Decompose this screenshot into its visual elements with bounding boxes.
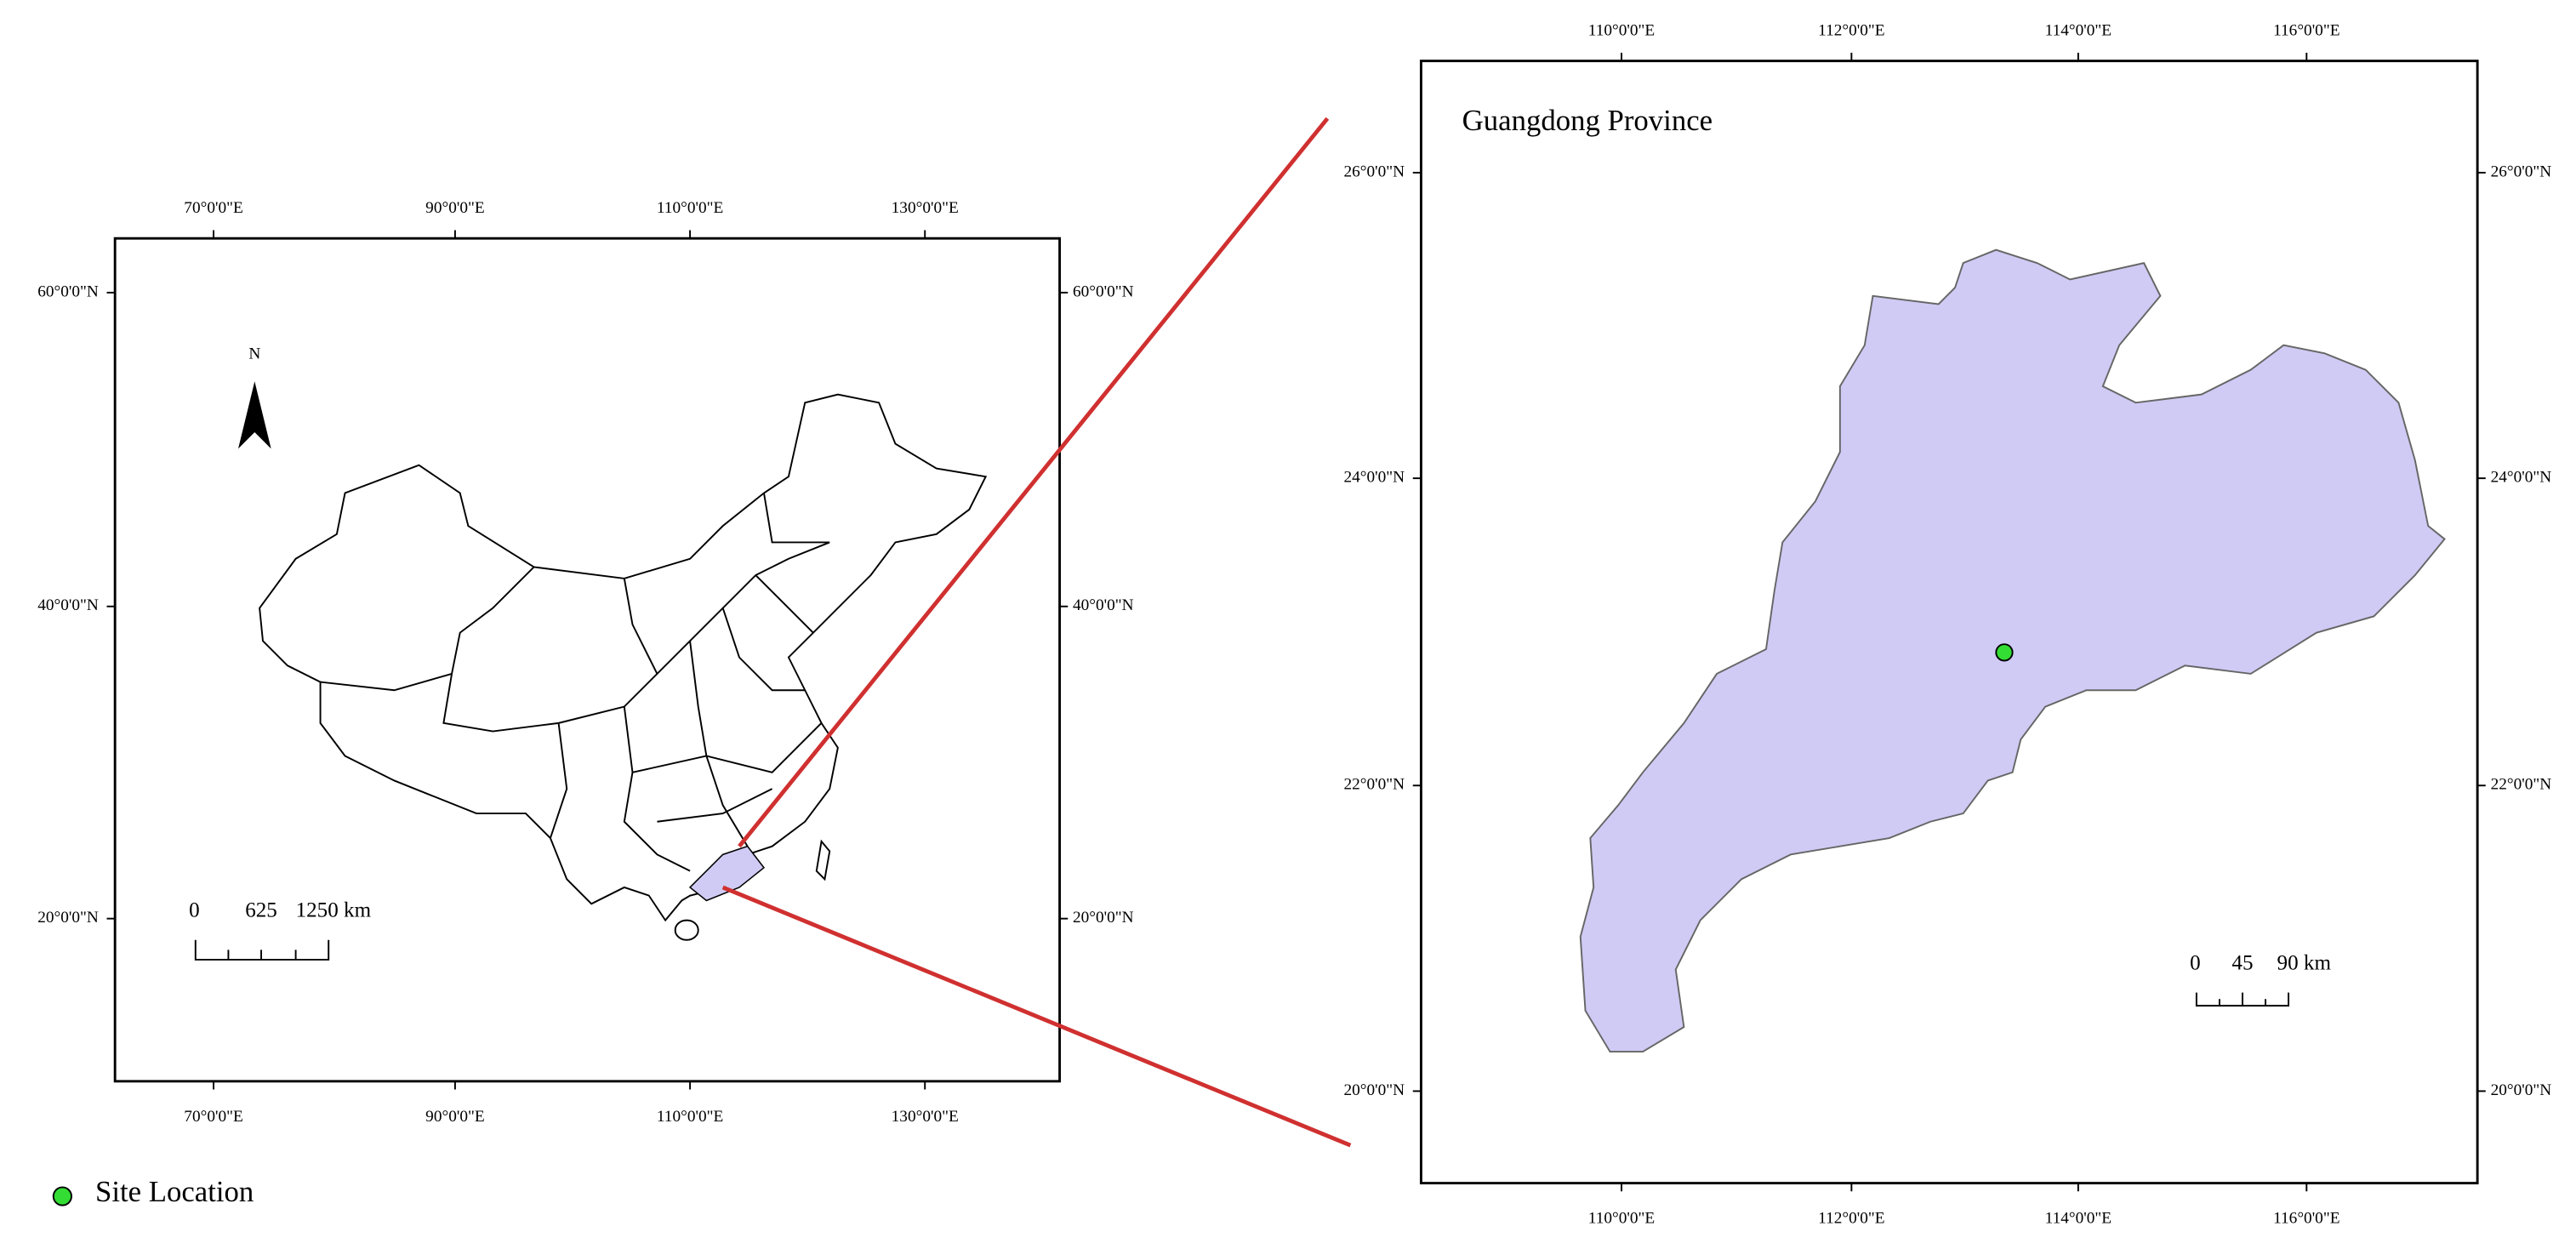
- lon-label: 70°0'0"E: [184, 1108, 242, 1126]
- lat-label: 24°0'0"N: [1344, 469, 1405, 487]
- lat-label: 40°0'0"N: [1073, 596, 1134, 614]
- scale-label: 45: [2231, 952, 2253, 975]
- lon-label: 70°0'0"E: [184, 199, 242, 217]
- map-title: Guangdong Province: [1462, 104, 1713, 137]
- lat-label: 60°0'0"N: [37, 282, 99, 300]
- scale-label: 90 km: [2277, 952, 2332, 975]
- lon-label: 116°0'0"E: [2273, 21, 2339, 39]
- scale-bar: [194, 939, 330, 961]
- lat-label: 20°0'0"N: [1344, 1081, 1405, 1099]
- lon-label: 114°0'0"E: [2045, 1210, 2112, 1228]
- lat-label: 26°0'0"N: [1344, 163, 1405, 180]
- lon-label: 112°0'0"E: [1818, 21, 1884, 39]
- lon-label: 110°0'0"E: [657, 1108, 723, 1126]
- lon-label: 90°0'0"E: [425, 199, 484, 217]
- lat-label: 26°0'0"N: [2491, 163, 2552, 180]
- scale-label: 1250 km: [296, 899, 372, 922]
- lat-label: 20°0'0"N: [1073, 909, 1134, 927]
- scale-label: 0: [2190, 952, 2201, 975]
- lat-label: 20°0'0"N: [2491, 1081, 2552, 1099]
- scale-label: 0: [189, 899, 200, 922]
- taiwan: [815, 839, 831, 881]
- lon-label: 114°0'0"E: [2045, 21, 2112, 39]
- china-map: [259, 393, 988, 941]
- lat-label: 22°0'0"N: [2491, 776, 2552, 794]
- lon-label: 110°0'0"E: [657, 199, 723, 217]
- north-label: N: [248, 345, 260, 363]
- lat-label: 24°0'0"N: [2491, 469, 2552, 487]
- guangdong-small: [688, 845, 766, 902]
- scale-bar: [2195, 992, 2290, 1007]
- lat-label: 60°0'0"N: [1073, 282, 1134, 300]
- china-outline: [259, 393, 988, 922]
- right-frame: [1419, 60, 2479, 1185]
- legend-label: Site Location: [95, 1175, 254, 1208]
- lat-label: 40°0'0"N: [37, 596, 99, 614]
- left-frame: [113, 237, 1062, 1083]
- connector-line: [721, 885, 1352, 1148]
- lat-label: 22°0'0"N: [1344, 776, 1405, 794]
- north-arrow: [238, 381, 271, 449]
- lon-label: 110°0'0"E: [1588, 1210, 1655, 1228]
- scale-label: 625: [245, 899, 277, 922]
- legend-marker: [52, 1186, 72, 1206]
- lat-label: 20°0'0"N: [37, 909, 99, 927]
- lon-label: 130°0'0"E: [892, 1108, 959, 1126]
- lon-label: 112°0'0"E: [1818, 1210, 1884, 1228]
- province-borders: [320, 493, 830, 872]
- lon-label: 110°0'0"E: [1588, 21, 1655, 39]
- lon-label: 130°0'0"E: [892, 199, 959, 217]
- hainan: [674, 919, 699, 941]
- site-point: [1995, 643, 2014, 662]
- connector-line: [738, 117, 1330, 848]
- lon-label: 90°0'0"E: [425, 1108, 484, 1126]
- lon-label: 116°0'0"E: [2273, 1210, 2339, 1228]
